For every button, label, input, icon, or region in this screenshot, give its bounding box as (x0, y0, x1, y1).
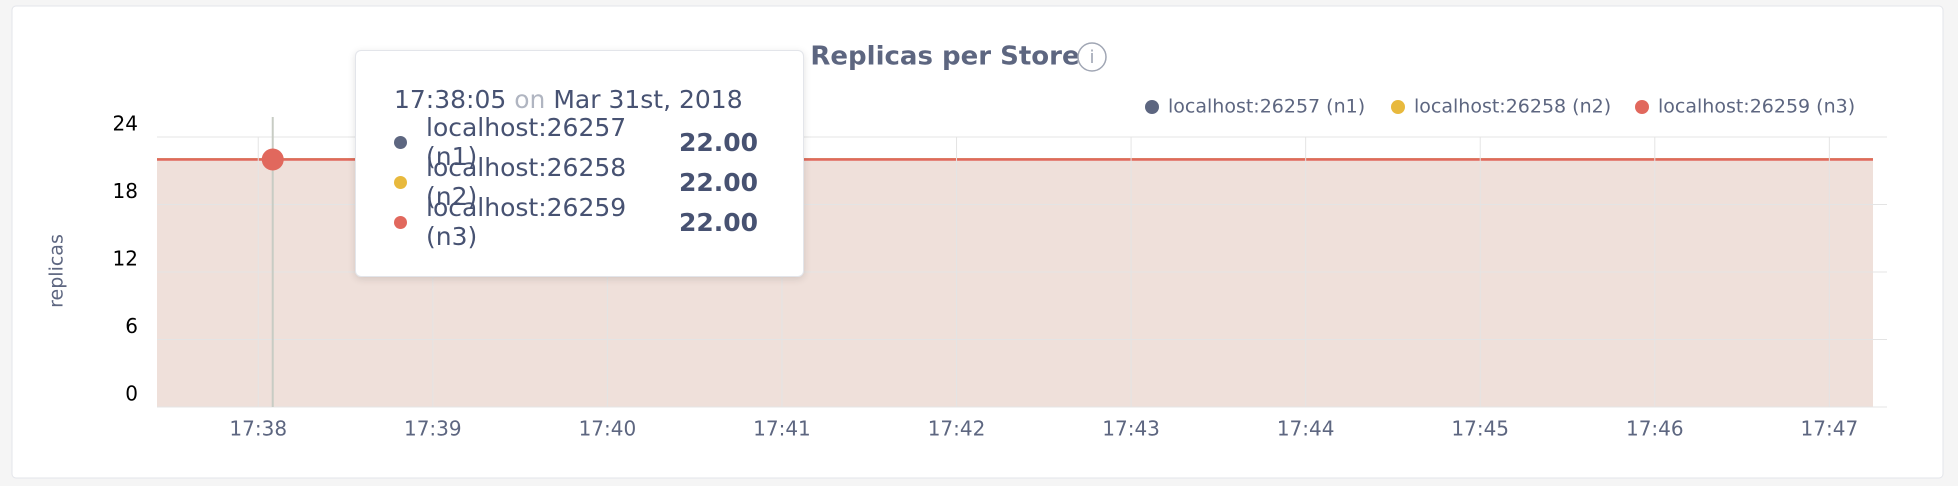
chart-title: Replicas per Store (810, 42, 1079, 72)
x-tick-label: 17:39 (404, 417, 462, 441)
tooltip-date: Mar 31st, 2018 (553, 85, 743, 114)
tooltip-swatch (394, 135, 407, 149)
legend-label: localhost:26258 (n2) (1414, 96, 1611, 118)
x-tick-label: 17:41 (753, 417, 811, 441)
x-tick-label: 17:46 (1626, 417, 1684, 441)
x-tick-label: 17:47 (1801, 417, 1859, 441)
tooltip-value: 22.00 (679, 127, 759, 157)
tooltip-swatch (394, 215, 407, 229)
y-tick-label: 0 (125, 382, 138, 406)
y-tick-label: 24 (113, 112, 138, 136)
tooltip-swatch (394, 175, 407, 189)
y-tick-label: 12 (113, 247, 138, 271)
tooltip: 17:38:05 on Mar 31st, 2018 localhost:262… (355, 50, 804, 277)
y-tick-label: 6 (125, 314, 138, 338)
x-tick-label: 17:42 (928, 417, 986, 441)
tooltip-name: localhost:26259 (n3) (426, 193, 627, 251)
x-tick-label: 17:38 (229, 417, 287, 441)
info-icon-glyph: i (1089, 47, 1094, 68)
legend-swatch (1635, 100, 1649, 114)
info-icon[interactable] (1077, 42, 1107, 72)
tooltip-value: 22.00 (679, 207, 759, 237)
legend-swatch (1391, 100, 1405, 114)
x-tick-label: 17:40 (579, 417, 637, 441)
tooltip-value: 22.00 (679, 167, 759, 197)
legend-swatch (1145, 100, 1159, 114)
tooltip-name: localhost:26258 (n2) (426, 153, 627, 211)
tooltip-row: localhost:26259 (n3) 22.00 (394, 193, 803, 251)
tooltip-row: localhost:26258 (n2) 22.00 (394, 153, 803, 211)
hover-point (261, 148, 284, 171)
y-tick-label: 18 (113, 179, 138, 203)
x-tick-label: 17:43 (1102, 417, 1160, 441)
tooltip-on: on (514, 85, 546, 114)
x-tick-label: 17:44 (1277, 417, 1335, 441)
tooltip-time: 17:38:05 (394, 85, 507, 114)
legend-label: localhost:26259 (n3) (1658, 96, 1855, 118)
tooltip-row: localhost:26257 (n1) 22.00 (394, 113, 803, 171)
x-tick-label: 17:45 (1451, 417, 1509, 441)
tooltip-name: localhost:26257 (n1) (426, 113, 627, 171)
legend-label: localhost:26257 (n1) (1168, 96, 1365, 118)
y-axis-label: replicas (46, 234, 68, 308)
